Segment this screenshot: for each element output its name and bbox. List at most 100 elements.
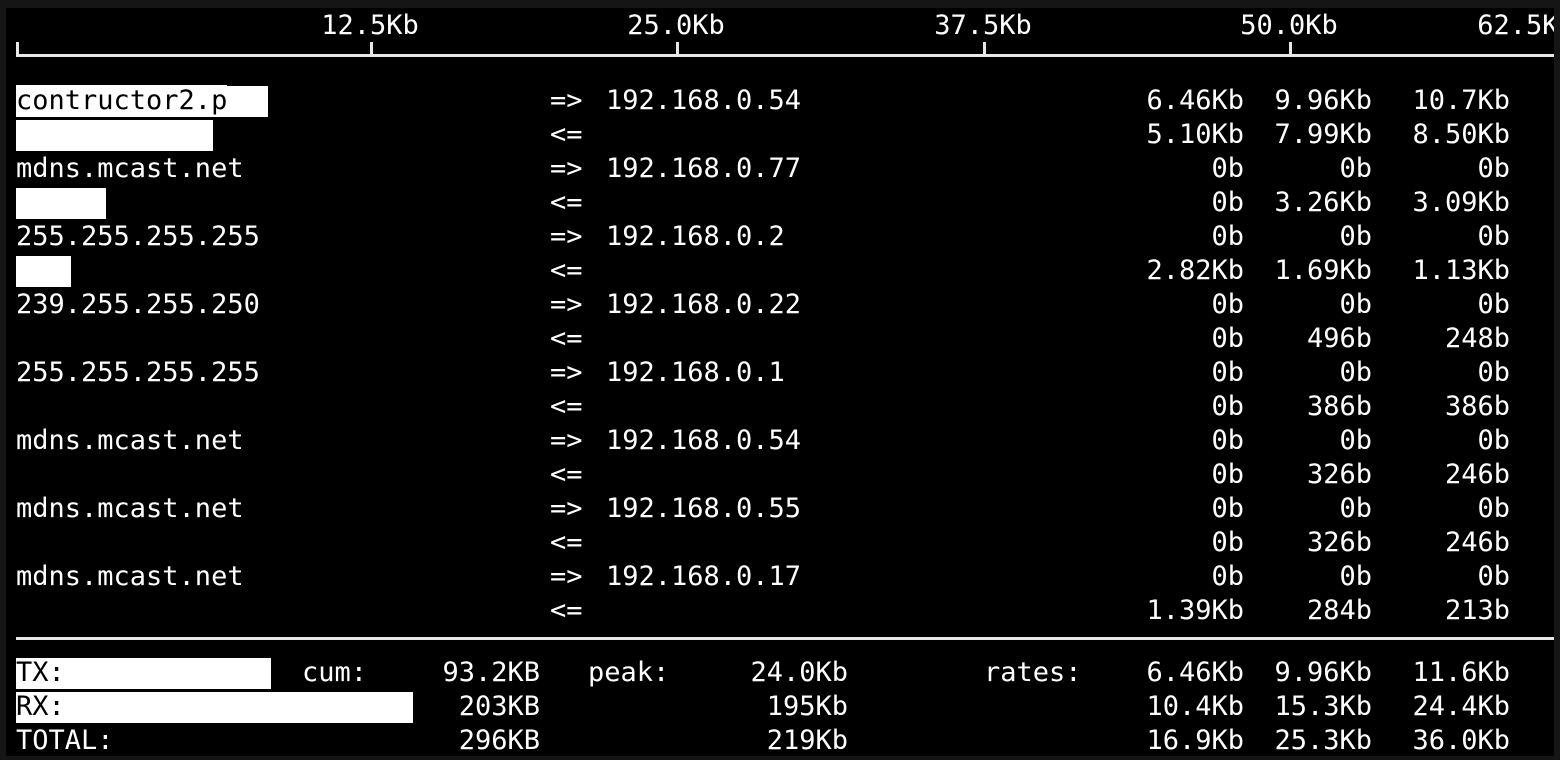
rx-rate-2s: 0b bbox=[1211, 323, 1244, 354]
rx-rate-10s: 3.26Kb bbox=[1274, 187, 1372, 218]
iftop-screen: 12.5Kb 25.0Kb 37.5Kb 50.0Kb 62.5Kb contructo… bbox=[6, 8, 1554, 756]
rx-rate-2s: 0b bbox=[1211, 187, 1244, 218]
scale-label-1: 25.0Kb bbox=[627, 10, 725, 41]
summary-cum-value: 93.2KB bbox=[442, 657, 540, 688]
table-row[interactable]: mdns.mcast.net => 192.168.0.54 0b 0b 0b bbox=[6, 424, 1554, 458]
tx-rate-2s: 0b bbox=[1211, 289, 1244, 320]
scale-tick-0 bbox=[370, 42, 373, 55]
tx-arrow-icon: => bbox=[550, 153, 583, 184]
scale-tick-1 bbox=[676, 42, 679, 55]
summary-rate-10s: 9.96Kb bbox=[1274, 657, 1372, 688]
host-name-plain: ve bbox=[227, 85, 260, 116]
tx-rate-40s: 0b bbox=[1477, 425, 1510, 456]
tx-arrow-icon: => bbox=[550, 221, 583, 252]
summary-rate-2s: 10.4Kb bbox=[1146, 691, 1244, 722]
rx-rate-bar bbox=[16, 120, 213, 151]
table-row[interactable]: <= 0b 386b 386b bbox=[6, 390, 1554, 424]
summary-label: TOTAL: bbox=[16, 725, 114, 756]
tx-rate-10s: 0b bbox=[1339, 289, 1372, 320]
table-row[interactable]: contructor2.pve => 192.168.0.54 6.46Kb 9.96K… bbox=[6, 84, 1554, 118]
table-row[interactable]: mdns.mcast.net => 192.168.0.17 0b 0b 0b bbox=[6, 560, 1554, 594]
rx-rate-10s: 496b bbox=[1306, 323, 1372, 354]
tx-arrow-icon: => bbox=[550, 289, 583, 320]
dest-address: 192.168.0.54 bbox=[606, 85, 802, 116]
scale-tick-2 bbox=[983, 42, 986, 55]
table-row[interactable]: <= 1.39Kb 284b 213b bbox=[6, 594, 1554, 628]
dest-address: 192.168.0.17 bbox=[606, 561, 802, 592]
tx-rate-2s: 6.46Kb bbox=[1146, 85, 1244, 116]
summary-row: TX: cum: peak: rates: 93.2KB 24.0Kb 6.46Kb 9.96… bbox=[6, 656, 1554, 690]
host-name: mdns.mcast.net bbox=[16, 493, 244, 524]
summary-rate-10s: 25.3Kb bbox=[1274, 725, 1372, 756]
tx-rate-2s: 0b bbox=[1211, 425, 1244, 456]
tx-rate-10s: 0b bbox=[1339, 561, 1372, 592]
tx-rate-2s: 0b bbox=[1211, 561, 1244, 592]
table-row[interactable]: <= 5.10Kb 7.99Kb 8.50Kb bbox=[6, 118, 1554, 152]
summary-row: TOTAL: 296KB 219Kb 16.9Kb 25.3Kb 36.0Kb bbox=[6, 724, 1554, 756]
table-row[interactable]: 239.255.255.250 => 192.168.0.22 0b 0b 0b bbox=[6, 288, 1554, 322]
rx-rate-2s: 2.82Kb bbox=[1146, 255, 1244, 286]
host-name-inverted: contructor2.p bbox=[16, 85, 228, 116]
rx-rate-10s: 326b bbox=[1306, 459, 1372, 490]
scale-label-4: 62.5Kb bbox=[1477, 10, 1554, 41]
rx-rate-2s: 0b bbox=[1211, 391, 1244, 422]
tx-rate-2s: 0b bbox=[1211, 153, 1244, 184]
rx-arrow-icon: <= bbox=[550, 391, 583, 422]
table-row[interactable]: 255.255.255.255 => 192.168.0.2 0b 0b 0b bbox=[6, 220, 1554, 254]
scale-tick-3 bbox=[1289, 42, 1292, 55]
rx-rate-bar bbox=[16, 188, 106, 219]
tx-rate-2s: 0b bbox=[1211, 221, 1244, 252]
table-row[interactable]: mdns.mcast.net => 192.168.0.55 0b 0b 0b bbox=[6, 492, 1554, 526]
rx-rate-bar bbox=[16, 256, 71, 287]
rx-rate-2s: 5.10Kb bbox=[1146, 119, 1244, 150]
tx-rate-10s: 0b bbox=[1339, 425, 1372, 456]
table-row[interactable]: <= 0b 496b 248b bbox=[6, 322, 1554, 356]
cum-key-label: cum: bbox=[302, 657, 368, 688]
host-name: mdns.mcast.net bbox=[16, 425, 244, 456]
tx-rate-40s: 0b bbox=[1477, 153, 1510, 184]
scale-label-2: 37.5Kb bbox=[934, 10, 1032, 41]
rx-rate-40s: 246b bbox=[1444, 527, 1510, 558]
connection-list[interactable]: contructor2.pve => 192.168.0.54 6.46Kb 9.96K… bbox=[6, 84, 1554, 628]
tx-rate-40s: 0b bbox=[1477, 493, 1510, 524]
rx-arrow-icon: <= bbox=[550, 187, 583, 218]
host-name: mdns.mcast.net bbox=[16, 561, 244, 592]
summary-rate-40s: 11.6Kb bbox=[1412, 657, 1510, 688]
table-row[interactable]: <= 0b 3.26Kb 3.09Kb bbox=[6, 186, 1554, 220]
tx-arrow-icon: => bbox=[550, 85, 583, 116]
scale-axis-labels: 12.5Kb 25.0Kb 37.5Kb 50.0Kb 62.5Kb bbox=[6, 8, 1554, 44]
summary-divider bbox=[16, 637, 1554, 640]
scale-label-3: 50.0Kb bbox=[1240, 10, 1338, 41]
summary-cum-value: 203KB bbox=[458, 691, 540, 722]
summary-rate-40s: 24.4Kb bbox=[1412, 691, 1510, 722]
rx-rate-40s: 8.50Kb bbox=[1412, 119, 1510, 150]
rx-rate-40s: 1.13Kb bbox=[1412, 255, 1510, 286]
table-row[interactable]: 255.255.255.255 => 192.168.0.1 0b 0b 0b bbox=[6, 356, 1554, 390]
tx-rate-40s: 10.7Kb bbox=[1412, 85, 1510, 116]
tx-arrow-icon: => bbox=[550, 357, 583, 388]
dest-address: 192.168.0.2 bbox=[606, 221, 785, 252]
dest-address: 192.168.0.54 bbox=[606, 425, 802, 456]
table-row[interactable]: <= 0b 326b 246b bbox=[6, 458, 1554, 492]
dest-address: 192.168.0.1 bbox=[606, 357, 785, 388]
table-row[interactable]: <= 0b 326b 246b bbox=[6, 526, 1554, 560]
scale-tick-origin bbox=[16, 42, 19, 55]
tx-rate-10s: 0b bbox=[1339, 357, 1372, 388]
rx-rate-10s: 326b bbox=[1306, 527, 1372, 558]
tx-rate-40s: 0b bbox=[1477, 357, 1510, 388]
tx-rate-10s: 9.96Kb bbox=[1274, 85, 1372, 116]
rx-rate-10s: 7.99Kb bbox=[1274, 119, 1372, 150]
rx-rate-10s: 1.69Kb bbox=[1274, 255, 1372, 286]
rx-arrow-icon: <= bbox=[550, 459, 583, 490]
scale-label-0: 12.5Kb bbox=[321, 10, 419, 41]
rx-rate-40s: 246b bbox=[1444, 459, 1510, 490]
table-row[interactable]: mdns.mcast.net => 192.168.0.77 0b 0b 0b bbox=[6, 152, 1554, 186]
table-row[interactable]: <= 2.82Kb 1.69Kb 1.13Kb bbox=[6, 254, 1554, 288]
summary-peak-value: 219Kb bbox=[766, 725, 848, 756]
rx-rate-40s: 3.09Kb bbox=[1412, 187, 1510, 218]
tx-arrow-icon: => bbox=[550, 425, 583, 456]
summary-bar bbox=[16, 692, 413, 723]
peak-key-label: peak: bbox=[588, 657, 670, 688]
summary-rate-40s: 36.0Kb bbox=[1412, 725, 1510, 756]
